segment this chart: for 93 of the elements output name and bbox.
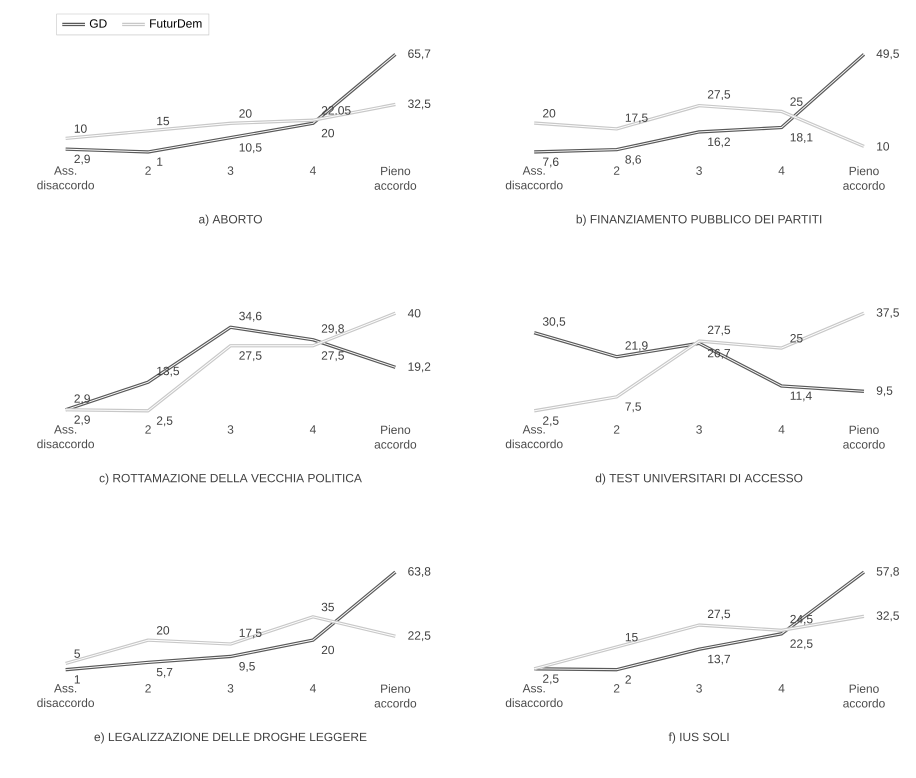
data-label: 49,5 <box>876 50 899 60</box>
x-tick-label: Ass. disaccordo <box>37 684 94 708</box>
x-tick-label: 2 <box>614 425 620 434</box>
x-tick-label: 2 <box>614 684 620 693</box>
x-tick-label: Ass. disaccordo <box>37 425 94 448</box>
data-label: 13,7 <box>708 654 730 665</box>
data-label: 63,8 <box>408 567 430 578</box>
text: e) LEGALIZZAZIONE DELLE DROGHE LEGGERE <box>94 732 366 744</box>
data-label: 20 <box>322 129 334 138</box>
data-label: 2,5 <box>543 674 559 684</box>
x-tick-label: 4 <box>310 166 316 175</box>
data-label: 32,5 <box>408 100 430 110</box>
data-label: 10,5 <box>240 143 262 154</box>
text: f) IUS SOLI <box>668 732 729 744</box>
data-label: 17,5 <box>240 628 262 639</box>
data-label: 15 <box>626 633 638 642</box>
data-label: 20 <box>322 646 334 654</box>
x-tick-label: 3 <box>696 684 702 693</box>
text: c) ROTTAMAZIONE DELLA VECCHIA POLITICA <box>100 474 362 485</box>
x-tick-label: 3 <box>228 425 234 434</box>
data-label: 65,7 <box>408 50 430 60</box>
x-tick-label: Pieno accordo <box>843 425 885 449</box>
data-label: 17,5 <box>626 114 648 124</box>
data-label: 22,5 <box>790 640 813 650</box>
data-label: 1 <box>74 675 80 684</box>
data-label: 20 <box>239 109 252 118</box>
data-label: 29,8 <box>322 324 344 334</box>
data-label: 2 <box>625 675 631 684</box>
data-label: 57,8 <box>876 567 899 578</box>
data-label: 7,6 <box>543 158 559 168</box>
x-tick-label: 2 <box>145 166 151 175</box>
data-label: 16,2 <box>708 138 730 148</box>
x-tick-label: 2 <box>145 684 151 693</box>
x-tick-label: Pieno accordo <box>374 425 416 449</box>
x-tick-label: 3 <box>696 425 702 434</box>
data-label: 21,9 <box>625 341 648 352</box>
x-tick-label: Pieno accordo <box>374 166 416 190</box>
x-tick-label: 2 <box>614 166 620 175</box>
x-tick-label: 3 <box>228 166 234 176</box>
x-tick-label: Pieno accordo <box>374 684 416 708</box>
data-label: 35 <box>322 602 334 612</box>
x-tick-label: 4 <box>778 684 785 693</box>
x-tick-label: 3 <box>228 684 234 693</box>
data-label: 18,1 <box>790 133 812 144</box>
data-label: 7,5 <box>625 402 641 412</box>
data-label: 27,5 <box>708 610 730 620</box>
data-label: 27,5 <box>708 90 730 100</box>
data-label: 25 <box>790 334 803 343</box>
data-label: 2,5 <box>156 416 172 426</box>
data-label: 8,6 <box>625 155 641 166</box>
x-tick-label: Pieno accordo <box>843 166 885 190</box>
x-tick-label: Ass. disaccordo <box>37 166 94 190</box>
data-label: 15 <box>157 117 170 126</box>
x-tick-label: 4 <box>310 425 316 434</box>
data-label: 9,5 <box>239 662 255 672</box>
data-label: 20 <box>156 626 170 635</box>
data-label: 2,9 <box>74 416 90 426</box>
data-label: 22,5 <box>408 631 430 642</box>
data-label: 10 <box>877 142 890 151</box>
data-label: 2,9 <box>74 154 90 165</box>
data-label: 30,5 <box>542 317 566 328</box>
data-label: 40 <box>408 309 420 318</box>
x-tick-label: Pieno accordo <box>843 684 885 708</box>
data-label: 10 <box>74 124 87 133</box>
x-tick-label: Ass. disaccordo <box>506 425 563 448</box>
data-label: 25 <box>790 98 803 106</box>
x-tick-label: 4 <box>778 166 785 175</box>
legend-label: FuturDem <box>150 20 202 28</box>
data-label: 27,5 <box>239 351 262 362</box>
text: b) FINANZIAMENTO PUBBLICO DEI PARTITI <box>576 214 822 226</box>
text: a) ABORTO <box>199 214 262 226</box>
x-tick-label: 4 <box>778 425 785 434</box>
legend-label: GD <box>90 19 107 28</box>
data-label: 27,5 <box>322 351 344 362</box>
x-tick-label: 2 <box>145 425 151 434</box>
x-tick-label: 3 <box>696 166 702 176</box>
data-label: 19,2 <box>408 362 430 372</box>
data-label: 5 <box>74 650 80 658</box>
data-label: 27,5 <box>708 326 730 336</box>
data-label: 37,5 <box>876 308 899 318</box>
x-tick-label: 4 <box>310 684 316 693</box>
data-label: 32,5 <box>876 612 899 622</box>
data-label: 20 <box>543 109 556 118</box>
data-label: 9,5 <box>876 386 892 396</box>
data-label: 11,4 <box>790 392 812 402</box>
data-label: 1 <box>157 158 162 166</box>
text: d) TEST UNIVERSITARI DI ACCESSO <box>596 474 802 485</box>
data-label: 34,6 <box>239 312 262 322</box>
data-label: 2,9 <box>74 394 90 404</box>
data-label: 5,7 <box>156 668 172 678</box>
x-tick-label: Ass. disaccordo <box>506 166 563 190</box>
x-tick-label: Ass. disaccordo <box>506 684 563 708</box>
data-label: 2,5 <box>543 416 559 426</box>
